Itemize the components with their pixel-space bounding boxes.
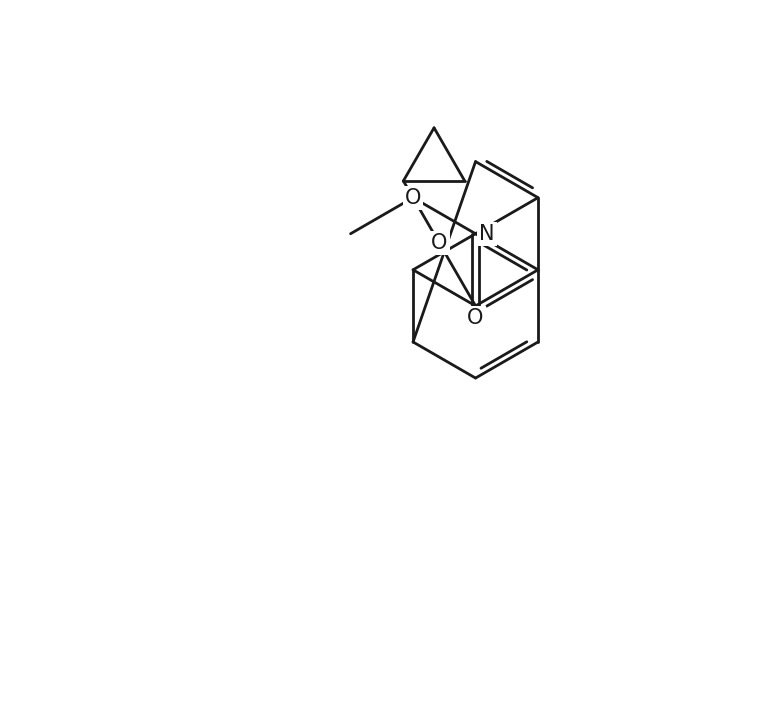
- Text: O: O: [431, 234, 447, 253]
- Text: O: O: [468, 308, 484, 329]
- Text: N: N: [479, 224, 495, 244]
- Text: O: O: [405, 188, 421, 207]
